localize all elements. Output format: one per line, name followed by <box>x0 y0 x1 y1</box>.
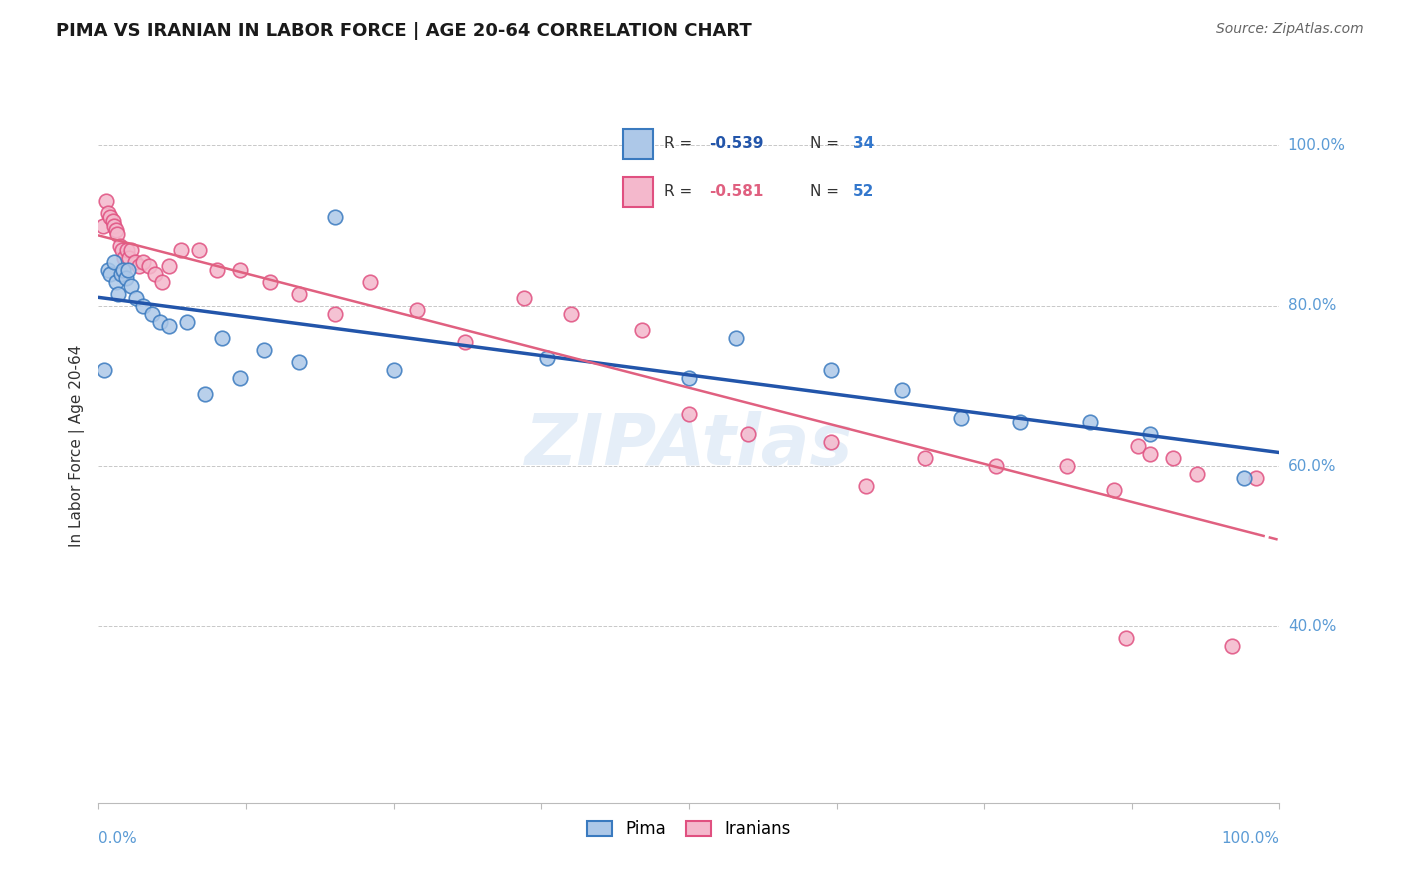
Point <box>97 262 120 277</box>
Point <box>1139 447 1161 461</box>
Point <box>157 318 180 333</box>
Point <box>229 371 252 385</box>
Text: Source: ZipAtlas.com: Source: ZipAtlas.com <box>1216 22 1364 37</box>
Point <box>94 194 117 209</box>
Text: 80.0%: 80.0% <box>1288 298 1336 313</box>
Point <box>98 211 121 225</box>
Point <box>1056 458 1078 473</box>
Point <box>288 355 311 369</box>
Point <box>91 219 114 233</box>
Text: PIMA VS IRANIAN IN LABOR FORCE | AGE 20-64 CORRELATION CHART: PIMA VS IRANIAN IN LABOR FORCE | AGE 20-… <box>56 22 752 40</box>
Point <box>1115 632 1137 646</box>
Point <box>105 227 128 241</box>
Point <box>229 262 252 277</box>
Point <box>725 331 748 345</box>
Point <box>323 307 346 321</box>
Point <box>1220 640 1243 654</box>
Text: ZIPAtlas: ZIPAtlas <box>524 411 853 481</box>
Point <box>984 458 1007 473</box>
Point <box>132 299 155 313</box>
Point <box>128 259 150 273</box>
Point <box>110 267 132 281</box>
Point <box>103 254 125 268</box>
Point <box>855 479 877 493</box>
Point <box>914 450 936 465</box>
Point <box>820 435 842 450</box>
Point <box>101 214 124 228</box>
Point <box>211 331 233 345</box>
Legend: Pima, Iranians: Pima, Iranians <box>581 814 797 845</box>
Point <box>98 267 121 281</box>
Point <box>112 251 135 265</box>
Point <box>143 267 166 281</box>
Point <box>1139 427 1161 442</box>
Point <box>111 243 134 257</box>
Point <box>124 254 146 268</box>
Point <box>118 251 141 265</box>
Point <box>1102 483 1125 497</box>
Point <box>630 323 652 337</box>
Point <box>105 222 128 236</box>
Text: 40.0%: 40.0% <box>1288 619 1336 634</box>
Point <box>949 411 972 425</box>
Point <box>115 243 138 257</box>
Point <box>117 262 139 277</box>
Point <box>1126 439 1149 453</box>
Point <box>1080 415 1102 429</box>
Point <box>512 291 534 305</box>
Point <box>187 243 209 257</box>
Point <box>105 275 128 289</box>
Point <box>890 383 912 397</box>
Point <box>560 307 582 321</box>
Point <box>288 286 311 301</box>
Text: 100.0%: 100.0% <box>1222 830 1279 846</box>
Point <box>737 427 759 442</box>
Point <box>323 211 346 225</box>
Point <box>259 275 281 289</box>
Point <box>121 278 143 293</box>
Point <box>103 219 125 233</box>
Point <box>1161 450 1184 465</box>
Y-axis label: In Labor Force | Age 20-64: In Labor Force | Age 20-64 <box>69 345 86 547</box>
Point <box>359 275 381 289</box>
Point <box>108 238 131 252</box>
Text: 60.0%: 60.0% <box>1288 458 1336 474</box>
Point <box>132 254 155 268</box>
Point <box>125 291 148 305</box>
Point <box>1244 471 1267 485</box>
Point <box>93 363 115 377</box>
Point <box>141 307 163 321</box>
Point <box>194 387 217 401</box>
Text: 100.0%: 100.0% <box>1288 138 1346 153</box>
Point <box>107 286 129 301</box>
Point <box>114 270 136 285</box>
Point <box>678 371 700 385</box>
Point <box>205 262 228 277</box>
Text: 0.0%: 0.0% <box>98 830 138 846</box>
Point <box>170 243 193 257</box>
Point <box>149 315 172 329</box>
Point <box>1233 471 1256 485</box>
Point <box>150 275 173 289</box>
Point <box>97 206 120 220</box>
Point <box>406 302 429 317</box>
Point <box>382 363 405 377</box>
Point <box>138 259 160 273</box>
Point <box>176 315 198 329</box>
Point <box>1185 467 1208 481</box>
Point <box>112 262 135 277</box>
Point <box>1008 415 1031 429</box>
Point <box>678 407 700 421</box>
Point <box>536 351 558 365</box>
Point <box>820 363 842 377</box>
Point <box>121 243 143 257</box>
Point <box>157 259 180 273</box>
Point <box>453 334 475 349</box>
Point <box>253 343 276 357</box>
